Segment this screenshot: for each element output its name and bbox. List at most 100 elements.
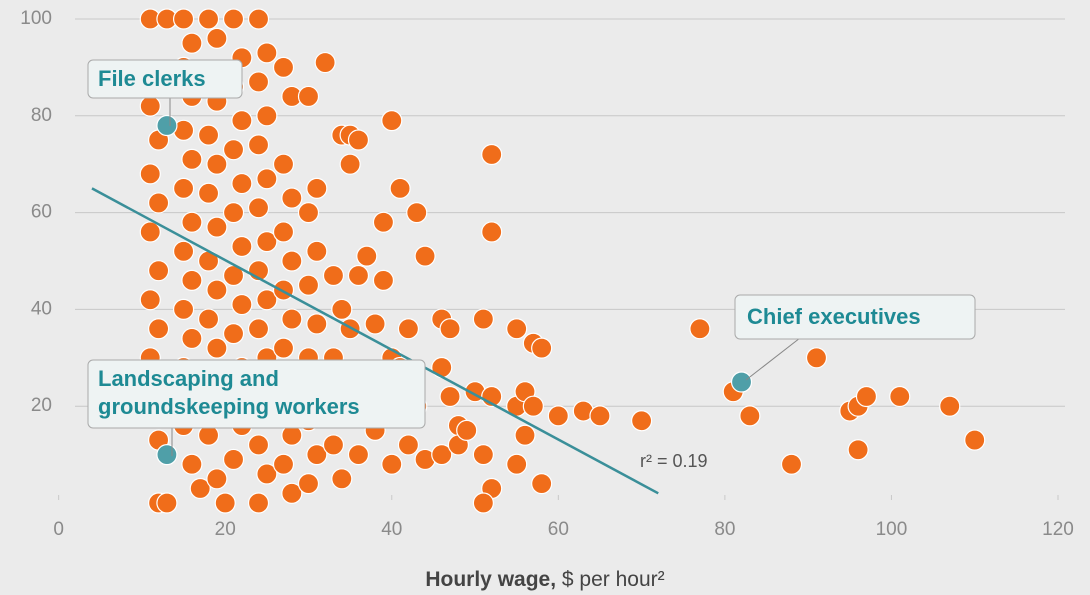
point [372,269,395,291]
point [306,177,328,199]
point [172,177,195,199]
point [272,153,295,175]
point [889,385,911,408]
point [231,172,253,195]
point [281,250,303,272]
point [306,313,328,335]
point [855,385,878,408]
point [231,293,253,316]
point [364,313,386,335]
point [297,274,320,296]
point [939,395,961,417]
point [389,177,411,199]
point [531,337,553,359]
y-tick-label: 60 [31,202,52,223]
x-tick-label: 0 [53,519,64,540]
point [222,202,245,224]
point [256,105,278,127]
point [414,245,436,267]
point [331,468,353,490]
annotation: groundskeeping workers [98,394,360,419]
leader [745,337,801,381]
point [306,240,328,262]
point [206,337,228,359]
point [222,139,245,161]
point [139,221,161,243]
point [347,444,370,466]
point [189,477,211,500]
point [214,492,236,514]
point [247,492,270,514]
annotation: File clerks [98,66,206,91]
point [514,424,536,446]
point [439,318,461,340]
point [689,318,711,340]
point [247,318,270,340]
point [197,8,220,30]
point [322,264,345,287]
point [431,356,453,379]
point [372,211,395,233]
point [256,289,278,311]
point [506,318,528,340]
y-tick-label: 40 [31,298,52,319]
point [256,42,278,64]
x-tick-label: 100 [876,519,908,540]
point [322,434,345,456]
annotation: Chief executives [747,304,921,329]
point [381,453,403,475]
point [172,8,195,30]
point [547,405,569,427]
x-tick-label: 20 [215,519,236,540]
point [481,221,503,243]
point [197,124,220,146]
point [206,216,228,238]
point [181,211,203,233]
point [589,405,611,427]
x-label-rest: $ per hour² [562,568,665,591]
point [197,182,220,204]
point [222,448,245,471]
y-tick-label: 20 [31,395,52,416]
point [156,444,178,466]
x-label-bold: Hourly wage, [425,568,556,591]
point [247,197,270,219]
point [222,323,245,345]
point [197,308,220,330]
point [172,298,195,320]
point [181,148,203,170]
x-tick-label: 40 [381,519,402,540]
point [156,114,178,137]
point [247,71,270,93]
point [506,453,528,475]
point [397,318,420,340]
point [381,110,403,132]
point [272,279,295,301]
point [347,264,370,287]
point [739,405,761,427]
r2-label: r² = 0.19 [640,451,708,471]
point [247,8,270,30]
point [331,298,353,320]
point [281,308,303,330]
point [272,337,295,359]
point [522,395,544,417]
point [306,444,328,466]
point [730,371,753,393]
point [456,419,478,441]
point [231,110,253,132]
x-tick-label: 120 [1042,519,1074,540]
point [247,134,270,156]
point [297,473,320,495]
point [139,163,161,185]
point [181,453,203,475]
point [147,192,170,214]
point [272,56,295,79]
point [256,168,278,190]
point [472,444,494,466]
point [481,143,503,166]
point [964,429,986,451]
point [297,85,320,108]
point [181,32,203,54]
